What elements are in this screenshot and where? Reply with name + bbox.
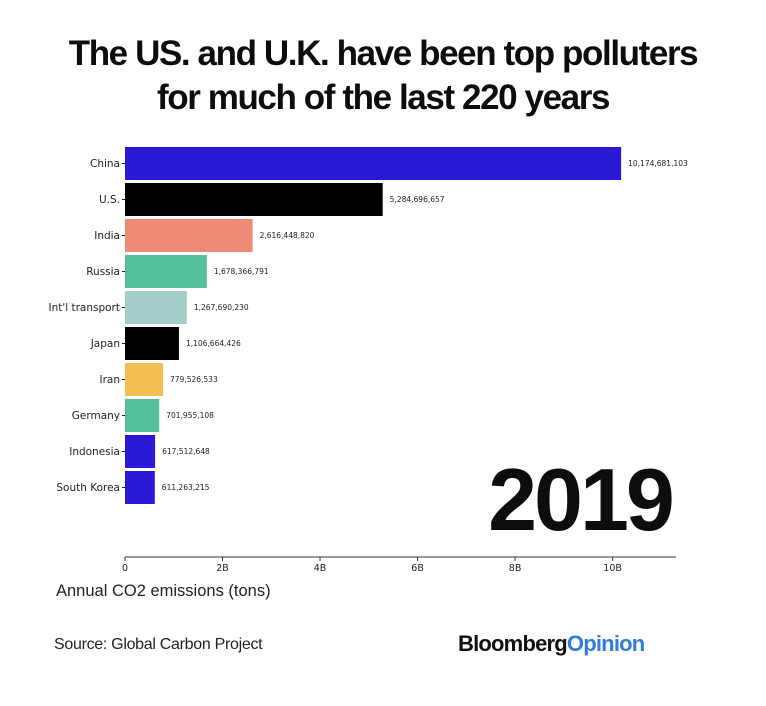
value-labels: 10,174,681,103 5,284,696,657 2,616,448,820… bbox=[162, 159, 688, 492]
source-note: Source: Global Carbon Project bbox=[54, 636, 263, 653]
x-tick-label: 0 bbox=[122, 563, 128, 574]
category-label: India bbox=[94, 230, 120, 242]
value-label: 1,267,690,230 bbox=[194, 303, 249, 312]
value-label: 779,526,533 bbox=[170, 375, 218, 384]
value-label: 1,106,664,426 bbox=[186, 339, 241, 348]
title-line-2: for much of the last 220 years bbox=[156, 78, 610, 117]
value-label: 10,174,681,103 bbox=[628, 159, 688, 168]
category-label: Japan bbox=[90, 338, 120, 350]
x-tick-label: 8B bbox=[509, 563, 522, 574]
year-label: 2019 bbox=[488, 450, 672, 549]
x-axis-label: Annual CO2 emissions (tons) bbox=[56, 582, 271, 600]
x-tick-label: 4B bbox=[314, 563, 327, 574]
category-label: China bbox=[90, 158, 120, 170]
bar-japan bbox=[125, 327, 179, 360]
category-label: South Korea bbox=[56, 482, 120, 494]
chart-title: The US. and U.K. have been top polluters… bbox=[0, 32, 766, 120]
x-axis: 0 2B 4B 6B 8B 10B bbox=[122, 556, 676, 574]
brand-logo: BloombergOpinion bbox=[458, 631, 645, 657]
title-line-1: The US. and U.K. have been top polluters bbox=[68, 34, 699, 73]
category-label: Int'l transport bbox=[48, 302, 120, 314]
bar-int-l-transport bbox=[125, 291, 187, 324]
value-label: 611,263,215 bbox=[162, 483, 210, 492]
bar-germany bbox=[125, 399, 160, 432]
bar-u-s- bbox=[125, 183, 383, 216]
value-label: 701,955,108 bbox=[166, 411, 214, 420]
brand-logo-opinion: Opinion bbox=[566, 631, 645, 656]
bar-india bbox=[125, 219, 253, 252]
value-label: 5,284,696,657 bbox=[390, 195, 445, 204]
value-label: 1,678,366,791 bbox=[214, 267, 269, 276]
category-label: Germany bbox=[72, 410, 120, 422]
bar-china bbox=[125, 147, 622, 180]
value-label: 2,616,448,820 bbox=[260, 231, 315, 240]
brand-logo-bloomberg: Bloomberg bbox=[458, 631, 568, 656]
x-tick-label: 10B bbox=[603, 563, 622, 574]
bars-group bbox=[125, 147, 622, 504]
bar-iran bbox=[125, 363, 164, 396]
bar-indonesia bbox=[125, 435, 156, 468]
value-label: 617,512,648 bbox=[162, 447, 210, 456]
category-label: Russia bbox=[86, 266, 120, 278]
category-label: U.S. bbox=[99, 194, 120, 206]
category-labels: China U.S. India Russia Int'l transport Japan… bbox=[48, 158, 125, 494]
x-tick-label: 2B bbox=[216, 563, 229, 574]
category-label: Indonesia bbox=[69, 446, 120, 458]
x-tick-label: 6B bbox=[411, 563, 424, 574]
category-label: Iran bbox=[99, 374, 120, 386]
bar-russia bbox=[125, 255, 207, 288]
bar-south-korea bbox=[125, 471, 155, 504]
